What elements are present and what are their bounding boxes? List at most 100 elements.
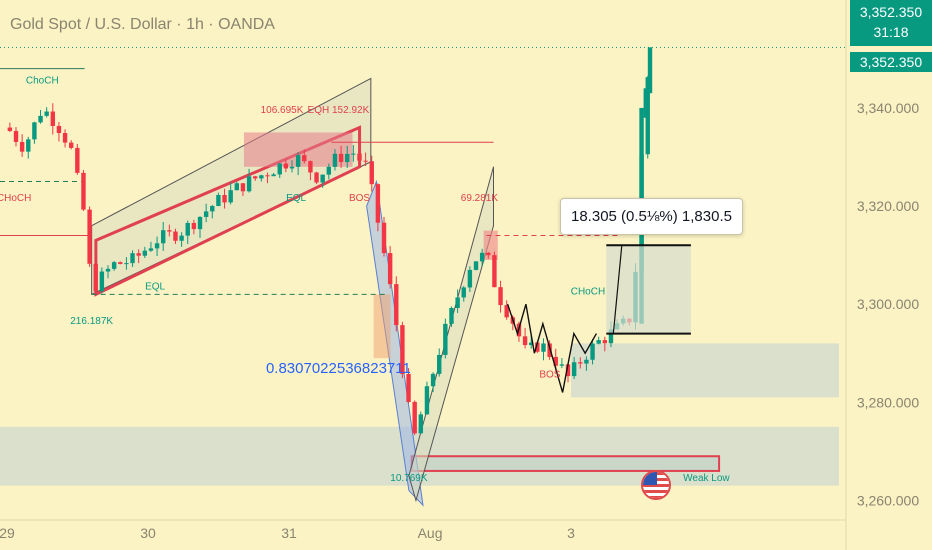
candle-body [253, 176, 258, 179]
candle-body [118, 262, 123, 264]
annotation-label: 69.281K [461, 193, 499, 204]
y-tick-label: 3,260.000 [857, 492, 919, 508]
candle-body [406, 373, 411, 402]
annotation-label: EQL [286, 193, 306, 204]
candle-body [375, 184, 381, 223]
projection-box [606, 245, 691, 334]
x-tick-label: Aug [418, 525, 443, 541]
candle-body [69, 142, 74, 148]
candle-body [87, 209, 92, 264]
candle-body [111, 262, 117, 269]
chart-title: Gold Spot / U.S. Dollar · 1h · OANDA [10, 16, 275, 33]
candle-body [326, 166, 332, 175]
candle-body [7, 127, 13, 131]
candle-body [424, 386, 430, 415]
bar-countdown: 31:18 [873, 24, 909, 40]
zone-weak-low [410, 455, 721, 472]
candle-body [541, 343, 546, 352]
last-price-tag: 3,352.350 31:18 [850, 0, 932, 46]
candle-body [467, 269, 473, 288]
candle-body [643, 88, 648, 118]
candle-body [338, 153, 344, 163]
candle-body [443, 323, 448, 355]
candle-body [240, 183, 246, 192]
candle-body [26, 139, 31, 152]
annotation-label: EQH 152.92K [308, 105, 370, 116]
annotation-label: 216.187K [70, 316, 113, 327]
candle-body [602, 340, 608, 344]
candle-body [44, 111, 49, 116]
candle-body [608, 329, 614, 344]
candle-body [492, 255, 497, 288]
candle-body [504, 305, 509, 318]
candle-body [522, 336, 528, 346]
candle-body [259, 175, 264, 179]
last-price: 3,352.350 [859, 4, 923, 20]
candle-body [197, 216, 203, 230]
candle-body [161, 230, 166, 244]
candle-body [173, 231, 178, 241]
candle-body [596, 340, 601, 344]
candle-body [345, 153, 350, 163]
candle-body [332, 153, 338, 167]
candle-body [479, 252, 485, 262]
annotation-label: 106.695K [261, 105, 304, 116]
candle-body [191, 222, 197, 230]
candle-body [412, 401, 417, 434]
annotation-label: EQL [145, 281, 165, 292]
candle-body [216, 195, 221, 206]
candle-body [295, 155, 301, 167]
candle-body [302, 155, 307, 162]
x-tick-label: 3 [567, 525, 575, 541]
y-tick-label: 3,340.000 [857, 100, 919, 116]
candle-body [289, 166, 295, 169]
candle-body [283, 163, 289, 169]
candle-body [394, 284, 399, 326]
candle-body [565, 364, 571, 377]
swing-levels [0, 46, 846, 295]
candle-body [455, 297, 460, 308]
candle-body [167, 230, 172, 232]
candle-body [473, 261, 479, 270]
candle-body [32, 122, 37, 140]
candle-body [130, 253, 135, 264]
candle-body [99, 271, 105, 292]
zone-support [571, 343, 839, 398]
candle-body [124, 263, 129, 265]
candle-body [437, 354, 442, 374]
us-flag-icon[interactable] [641, 470, 671, 500]
measure-tooltip: 18.305 (0.5⅛%) 1,830.5 [560, 198, 743, 235]
candle-body [148, 248, 154, 251]
candle-body [271, 174, 276, 177]
y-tick-label: 3,280.000 [857, 394, 919, 410]
candle-body [535, 342, 540, 352]
annotation-label: Weak Low [683, 473, 730, 484]
candle-body [142, 250, 148, 256]
candle-body [418, 414, 424, 434]
x-tick-label: 29 [0, 525, 15, 541]
candle-body [234, 183, 240, 191]
candle-body [369, 161, 374, 185]
candle-body [13, 130, 19, 142]
candle-body [246, 176, 252, 192]
grid [0, 0, 847, 550]
candle-body [265, 175, 270, 177]
candle-body [105, 268, 111, 272]
y-tick-label: 3,320.000 [857, 198, 919, 214]
supply-box-3 [373, 294, 391, 359]
candle-body [547, 343, 552, 357]
candle-body [363, 160, 368, 162]
structure-zigzag [506, 303, 598, 393]
candle-body [81, 172, 86, 210]
annotation-label: BOS [539, 370, 560, 381]
annotation-label: BOS [349, 193, 370, 204]
candle-body [529, 342, 534, 346]
candle-body [498, 287, 503, 306]
candle-body [559, 364, 565, 366]
annotation-label: 0.8307022536823711 [266, 360, 411, 377]
candle-body [62, 133, 68, 143]
candle-body [430, 373, 436, 387]
candle-body [320, 174, 325, 183]
